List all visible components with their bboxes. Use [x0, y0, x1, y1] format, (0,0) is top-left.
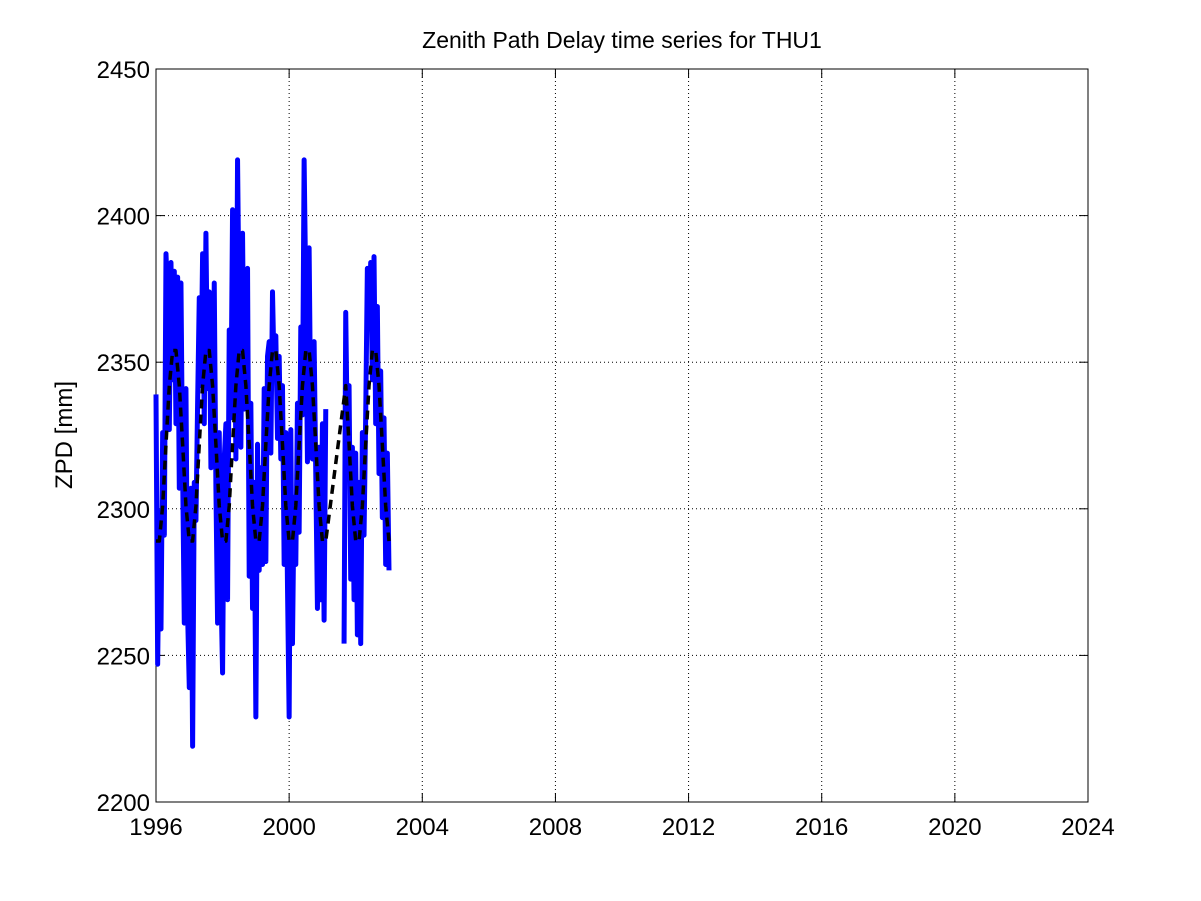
y-tick-label: 2350	[97, 350, 150, 377]
y-tick-label: 2300	[97, 497, 150, 524]
x-tick-label: 2008	[529, 814, 582, 841]
x-tick-label: 2024	[1061, 814, 1114, 841]
y-tick-label: 2400	[97, 204, 150, 231]
x-tick-label: 2016	[795, 814, 848, 841]
series-line	[156, 348, 391, 543]
x-tick-label: 2020	[928, 814, 981, 841]
x-tick-label: 2012	[662, 814, 715, 841]
x-tick-label: 1996	[129, 814, 182, 841]
y-axis-label: ZPD [mm]	[51, 381, 78, 489]
x-tick-label: 2004	[396, 814, 449, 841]
y-tick-label: 2200	[97, 790, 150, 817]
x-tick-label: 2000	[262, 814, 315, 841]
chart-title: Zenith Path Delay time series for THU1	[422, 27, 822, 53]
y-tick-label: 2450	[97, 57, 150, 84]
y-tick-label: 2250	[97, 643, 150, 670]
